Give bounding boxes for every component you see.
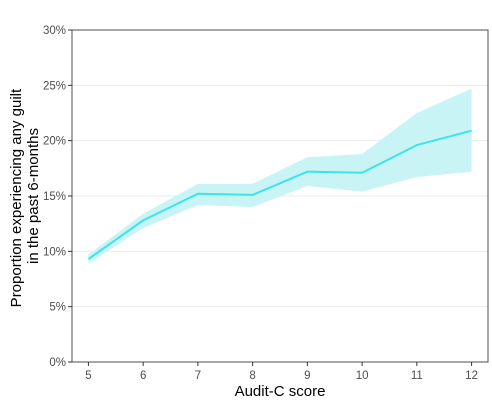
y-tick-label: 20% [43,136,66,148]
x-tick-label: 8 [249,370,255,382]
x-tick-label: 9 [304,370,310,382]
x-tick-label: 5 [85,370,91,382]
x-tick-label: 10 [356,370,369,382]
y-axis-title: Proportion experiencing any guilt in the… [8,85,42,308]
confidence-band-layer [88,88,472,264]
x-tick-label: 6 [140,370,146,382]
y-tick-label: 0% [49,357,66,369]
y-tick-label: 30% [43,25,66,37]
x-tick-label: 11 [411,370,423,382]
x-tick-label: 7 [195,370,201,382]
series-line [87,129,472,260]
x-axis-title: Audit-C score [235,383,326,400]
y-axis-title-line-1: Proportion experiencing any guilt [8,88,25,307]
y-axis-title-line-2: in the past 6-months [25,128,42,264]
y-tick-label: 5% [49,302,66,314]
x-axis: 5 6 7 8 9 10 11 12 [85,362,478,382]
x-tick-label: 12 [465,370,478,382]
series-line-layer [87,129,472,260]
y-tick-label: 10% [43,246,66,258]
y-tick-label: 25% [43,80,66,92]
confidence-band [88,88,472,264]
y-axis: 0% 5% 10% 15% 20% 25% 30% [43,25,72,369]
y-tick-label: 15% [43,191,66,203]
